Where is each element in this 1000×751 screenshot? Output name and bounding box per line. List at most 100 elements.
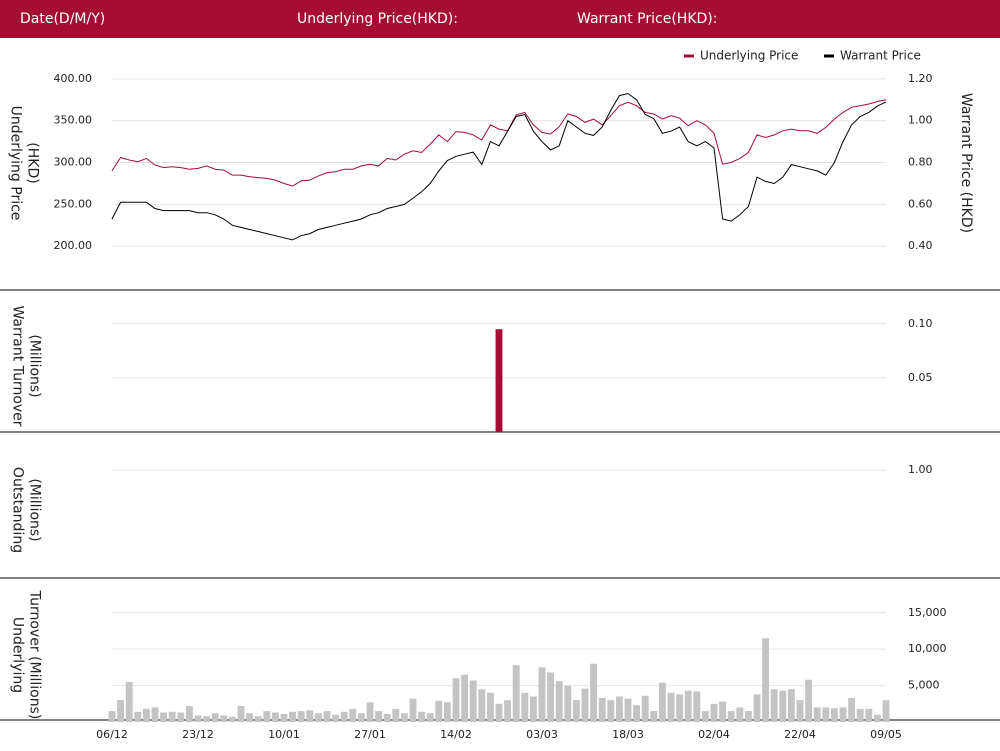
y-axis-label: Outstanding xyxy=(10,467,26,553)
bar xyxy=(314,713,322,722)
x-tick-label: 09/05 xyxy=(870,728,902,741)
bar xyxy=(418,711,426,722)
y-tick-label: 15,000 xyxy=(908,606,947,619)
y-tick-label: 0.05 xyxy=(908,371,933,384)
y-axis-label: (HKD) xyxy=(25,142,41,183)
y-axis-label: Warrant Turnover xyxy=(10,305,26,426)
bar xyxy=(865,708,873,722)
y-tick-label: 10,000 xyxy=(908,642,947,655)
bar xyxy=(297,711,305,722)
legend-label: Underlying Price xyxy=(700,49,798,63)
bar xyxy=(830,708,838,722)
bar xyxy=(753,694,761,722)
y2-axis-label: Warrant Price (HKD) xyxy=(958,93,974,233)
bar xyxy=(813,707,821,722)
bar xyxy=(409,698,417,722)
x-tick-label: 02/04 xyxy=(698,728,730,741)
bar xyxy=(280,713,288,722)
bar xyxy=(805,679,813,722)
bar xyxy=(375,711,383,722)
bar xyxy=(676,694,684,722)
y-tick-label: 250.00 xyxy=(54,197,93,210)
bar xyxy=(736,707,744,722)
bar xyxy=(254,716,262,722)
bar xyxy=(770,689,778,722)
bar xyxy=(615,696,623,722)
bar xyxy=(392,708,400,722)
bar xyxy=(203,716,211,722)
y-axis-label: Underlying Price xyxy=(8,106,24,221)
bar xyxy=(185,705,193,722)
bar xyxy=(246,713,254,722)
bar xyxy=(538,667,546,722)
y-axis-label: Turnover (Millions) xyxy=(27,590,43,720)
bar xyxy=(822,707,830,722)
bar xyxy=(848,697,856,722)
bar xyxy=(547,672,555,722)
x-tick-label: 06/12 xyxy=(96,728,128,741)
bar xyxy=(486,692,494,722)
x-tick-label: 10/01 xyxy=(268,728,300,741)
bar xyxy=(134,711,142,722)
bar xyxy=(779,690,787,722)
x-tick-label: 22/04 xyxy=(784,728,816,741)
y-tick-label: 1.00 xyxy=(908,463,933,476)
y2-tick-label: 0.60 xyxy=(908,197,933,210)
y-tick-label: 400.00 xyxy=(54,72,93,85)
bar xyxy=(624,698,632,722)
bar xyxy=(495,703,503,722)
bar xyxy=(349,708,357,722)
x-tick-label: 03/03 xyxy=(526,728,558,741)
bar xyxy=(873,714,881,722)
bar xyxy=(357,713,365,722)
bar xyxy=(504,700,512,722)
bar xyxy=(125,681,133,722)
bar xyxy=(512,665,520,722)
series-line xyxy=(111,99,887,187)
bar xyxy=(289,711,297,722)
bar xyxy=(323,711,331,722)
bar xyxy=(787,689,795,722)
bar xyxy=(719,701,727,722)
bar xyxy=(641,695,649,722)
bar xyxy=(194,715,202,722)
bar xyxy=(228,716,236,722)
bar xyxy=(160,712,168,722)
bar xyxy=(598,697,606,722)
y2-tick-label: 0.80 xyxy=(908,156,933,169)
y-axis-label: (Millions) xyxy=(27,334,43,397)
bar xyxy=(426,713,434,722)
bar xyxy=(796,700,804,722)
bar xyxy=(117,700,125,722)
bar xyxy=(856,708,864,722)
bar xyxy=(478,689,486,722)
bar xyxy=(469,680,477,722)
bar xyxy=(684,690,692,722)
y2-tick-label: 1.20 xyxy=(908,72,933,85)
bar xyxy=(633,705,641,722)
bar xyxy=(237,705,245,722)
series-line xyxy=(111,92,887,241)
bar xyxy=(744,711,752,722)
bar xyxy=(142,708,150,722)
bar xyxy=(495,329,503,432)
legend-label: Warrant Price xyxy=(840,49,921,63)
bar xyxy=(177,712,185,722)
y-tick-label: 0.10 xyxy=(908,317,933,330)
bar xyxy=(400,713,408,722)
bar xyxy=(839,707,847,722)
y-axis-label: (Millions) xyxy=(27,478,43,541)
bar xyxy=(151,707,159,722)
bar xyxy=(727,711,735,722)
bar xyxy=(443,702,451,722)
bar xyxy=(332,714,340,722)
bar xyxy=(435,700,443,722)
bar xyxy=(607,700,615,722)
header-bar xyxy=(0,0,1000,38)
bar xyxy=(521,692,529,722)
bar xyxy=(762,638,770,722)
bar xyxy=(340,711,348,722)
y2-tick-label: 1.00 xyxy=(908,114,933,127)
bar xyxy=(220,715,228,722)
